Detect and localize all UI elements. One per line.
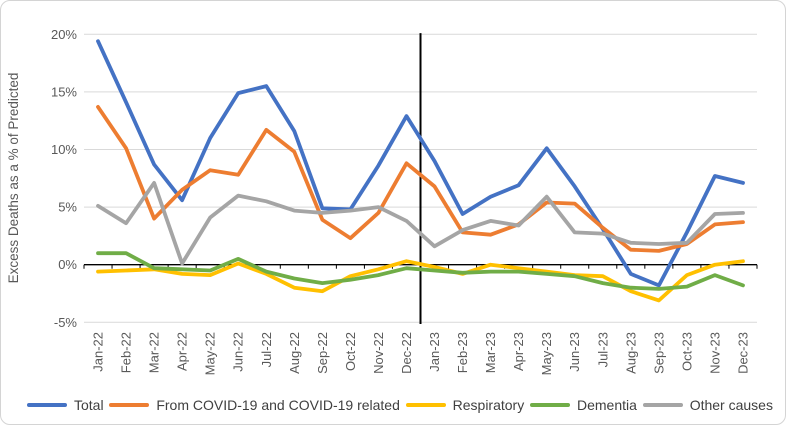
legend-label: Respiratory bbox=[452, 397, 525, 413]
x-tick-label: Sep-22 bbox=[315, 332, 330, 374]
y-tick-label: 0% bbox=[58, 257, 77, 272]
x-tick-label: Mar-22 bbox=[147, 332, 162, 373]
legend-item-other-causes: Other causes bbox=[642, 397, 773, 413]
x-tick-label: Jan-22 bbox=[91, 332, 106, 372]
series-line-other-causes bbox=[96, 180, 745, 266]
series-line-from-covid-19-and-covid-19-related bbox=[96, 105, 745, 253]
x-tick-label: Aug-22 bbox=[287, 332, 302, 374]
x-tick-label: May-22 bbox=[203, 332, 218, 375]
y-tick-label: 20% bbox=[51, 27, 77, 42]
y-tick-label: 15% bbox=[51, 84, 77, 99]
x-tick-label: Feb-22 bbox=[119, 332, 134, 373]
x-tick-label: Oct-23 bbox=[679, 332, 694, 371]
x-tick-label: Dec-22 bbox=[399, 332, 414, 374]
x-tick-label: Nov-23 bbox=[707, 332, 722, 374]
y-tick-label: -5% bbox=[54, 315, 78, 330]
legend-line-swatch-covid bbox=[109, 402, 150, 408]
legend-item-dementia: Dementia bbox=[530, 397, 637, 413]
x-tick-label: Feb-23 bbox=[455, 332, 470, 373]
y-axis-title: Excess Deaths as a % of Predicted bbox=[6, 73, 21, 284]
x-tick-label: Jun-22 bbox=[231, 332, 246, 372]
legend-item-covid: From COVID-19 and COVID-19 related bbox=[109, 397, 400, 413]
y-tick-label: 5% bbox=[58, 200, 77, 215]
x-tick-label: Aug-23 bbox=[623, 332, 638, 374]
series-line-respiratory bbox=[96, 259, 745, 303]
legend-label: Total bbox=[74, 397, 104, 413]
legend-label: Other causes bbox=[689, 397, 773, 413]
x-tick-label: Dec-23 bbox=[735, 332, 750, 374]
legend-label: From COVID-19 and COVID-19 related bbox=[156, 397, 400, 413]
x-tick-label: Oct-22 bbox=[343, 332, 358, 371]
chart-legend: Total From COVID-19 and COVID-19 related… bbox=[1, 392, 785, 418]
x-tick-label: Nov-22 bbox=[371, 332, 386, 374]
legend-line-swatch-dementia bbox=[530, 402, 570, 408]
y-tick-label: 10% bbox=[51, 142, 77, 157]
legend-item-total: Total bbox=[27, 397, 104, 413]
legend-label: Dementia bbox=[577, 397, 637, 413]
x-tick-label: Jan-23 bbox=[427, 332, 442, 372]
x-tick-label: Apr-23 bbox=[511, 332, 526, 371]
x-tick-label: May-23 bbox=[539, 332, 554, 375]
legend-item-respiratory: Respiratory bbox=[405, 397, 525, 413]
x-tick-label: Jul-22 bbox=[259, 332, 274, 367]
x-tick-label: Jul-23 bbox=[595, 332, 610, 367]
x-tick-label: Jun-23 bbox=[567, 332, 582, 372]
series-line-total bbox=[96, 39, 745, 288]
legend-line-swatch-other-causes bbox=[642, 402, 683, 408]
legend-line-swatch-respiratory bbox=[405, 402, 446, 408]
x-tick-label: Apr-22 bbox=[175, 332, 190, 371]
x-tick-label: Sep-23 bbox=[651, 332, 666, 374]
series-line-dementia bbox=[96, 251, 745, 291]
x-tick-label: Mar-23 bbox=[483, 332, 498, 373]
legend-line-swatch-total bbox=[27, 402, 67, 408]
